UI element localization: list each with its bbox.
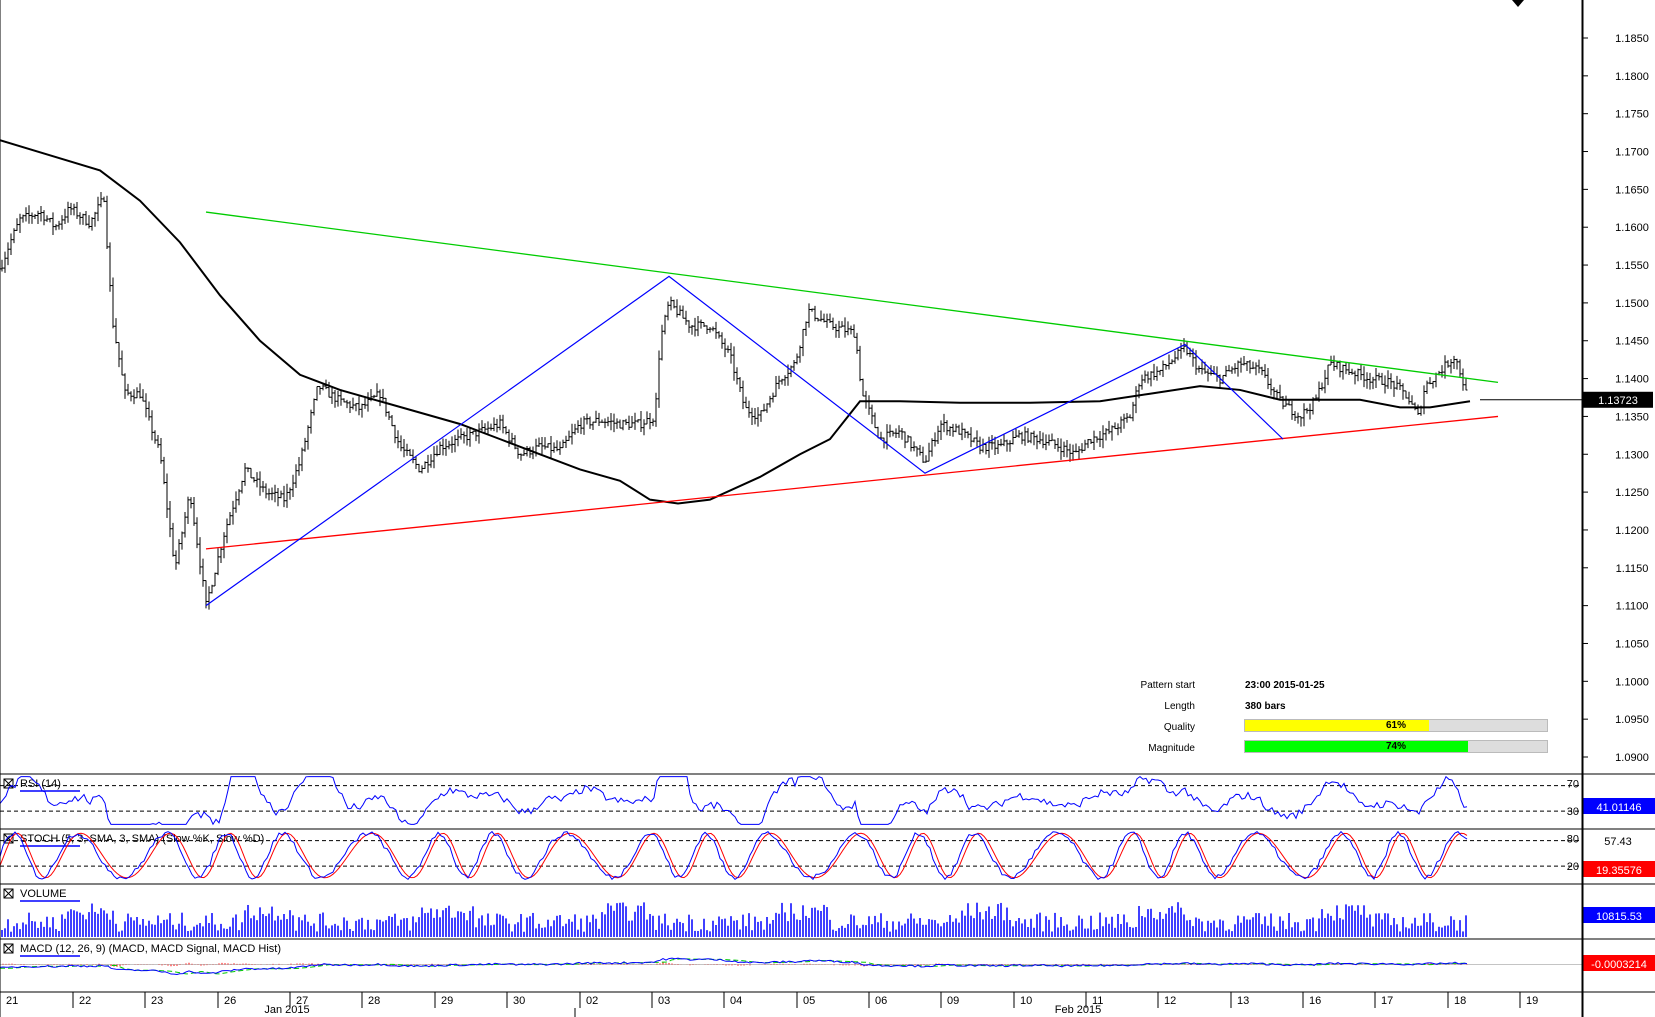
- date-tick-label: 16: [1309, 995, 1321, 1007]
- panel-title: RSI (14): [20, 778, 61, 790]
- price-tick-label: 1.1050: [1615, 638, 1649, 650]
- date-tick-label: 19: [1526, 995, 1538, 1007]
- price-tick-label: 1.1650: [1615, 184, 1649, 196]
- price-tick-label: 1.1100: [1616, 601, 1649, 613]
- pattern-start-label: Pattern start: [1140, 680, 1195, 691]
- price-tick-label: 1.1400: [1615, 374, 1649, 386]
- quality-bar-fill: [1245, 720, 1430, 731]
- current-price-box: [1583, 391, 1653, 408]
- price-tick-label: 1.1800: [1615, 71, 1649, 83]
- date-tick-label: 02: [586, 995, 598, 1007]
- date-tick-label: 03: [658, 995, 670, 1007]
- date-tick-label: 04: [730, 995, 742, 1007]
- level-label: 80: [1567, 834, 1579, 846]
- zigzag-line: [205, 275, 1284, 607]
- length-value: 380 bars: [1245, 701, 1286, 712]
- panel-close-icon: [3, 888, 14, 899]
- panel-close-cross: [3, 888, 14, 899]
- date-tick-label: 28: [368, 995, 380, 1007]
- level-label: 70: [1567, 779, 1579, 791]
- month-label: Jan 2015: [264, 1004, 309, 1016]
- date-tick-label: 11: [1092, 995, 1103, 1007]
- panel-close-cross: [3, 778, 14, 789]
- price-tick-label: 1.0950: [1615, 714, 1649, 726]
- quality-bar: 61%: [1244, 719, 1548, 732]
- panel-readout-box: [1583, 861, 1655, 877]
- magnitude-bar: 74%: [1244, 740, 1548, 753]
- price-tick-label: 1.1750: [1615, 109, 1649, 121]
- panel-close-icon: [3, 943, 14, 954]
- stoch-signal-line: [0, 832, 1468, 879]
- magnitude-percent: 74%: [1385, 741, 1406, 752]
- panel-readout: 10815.53: [1596, 911, 1642, 923]
- rsi-line: [0, 775, 1468, 826]
- date-tick-label: 13: [1237, 995, 1249, 1007]
- price-tick-label: 1.1450: [1615, 336, 1649, 348]
- date-tick-label: 12: [1164, 995, 1176, 1007]
- date-tick-label: 10: [1020, 995, 1032, 1007]
- magnitude-bar-fill: [1245, 741, 1469, 752]
- panel-title: VOLUME: [20, 888, 66, 900]
- price-tick-label: 1.1300: [1615, 449, 1649, 461]
- month-label: Feb 2015: [1055, 1004, 1101, 1016]
- price-tick-label: 1.1350: [1615, 411, 1649, 423]
- price-tick-label: 1.1250: [1615, 487, 1649, 499]
- date-tick-label: 18: [1454, 995, 1466, 1007]
- price-tick-label: 1.1850: [1615, 33, 1649, 45]
- date-tick-label: 05: [803, 995, 815, 1007]
- stoch-line: [0, 830, 1468, 881]
- price-tick-label: 1.0900: [1615, 752, 1649, 764]
- dropdown-arrow-icon[interactable]: [1512, 0, 1524, 7]
- price-tick-label: 1.1700: [1615, 147, 1649, 159]
- panel-readout: 19.35576: [1596, 865, 1642, 877]
- date-tick-label: 23: [151, 995, 163, 1007]
- current-price-label: 1.13723: [1598, 395, 1638, 407]
- resistance-trendline: [205, 211, 1499, 384]
- extra-level-label: 57.43: [1604, 836, 1632, 848]
- price-tick-label: 1.1000: [1615, 676, 1649, 688]
- date-tick-label: 30: [513, 995, 525, 1007]
- price-tick-label: 1.1200: [1615, 525, 1649, 537]
- scroll-corner: [1495, 0, 1517, 13]
- price-tick-label: 1.1550: [1615, 260, 1649, 272]
- price-tick-label: 1.1600: [1615, 222, 1649, 234]
- moving-average-line: [0, 139, 1471, 505]
- date-tick-label: 26: [224, 995, 236, 1007]
- panel-readout-box: [1583, 955, 1655, 971]
- date-tick-label: 22: [79, 995, 91, 1007]
- level-label: 30: [1567, 806, 1579, 818]
- magnitude-label: Magnitude: [1148, 743, 1195, 754]
- date-tick-label: 17: [1381, 995, 1393, 1007]
- quality-percent: 61%: [1385, 720, 1406, 731]
- panel-title: MACD (12, 26, 9) (MACD, MACD Signal, MAC…: [20, 943, 281, 955]
- panel-close-icon: [3, 833, 14, 844]
- date-tick-label: 09: [947, 995, 959, 1007]
- panel-readout-box: [1583, 798, 1655, 814]
- quality-label: Quality: [1163, 722, 1195, 733]
- price-panel: [0, 139, 1583, 610]
- date-tick-label: 27: [296, 995, 308, 1007]
- level-label: 20: [1567, 861, 1579, 873]
- price-tick-label: 1.1500: [1615, 298, 1649, 310]
- panel-readout: -0.0003214: [1591, 959, 1647, 971]
- date-tick-label: 06: [875, 995, 887, 1007]
- macd-line: [0, 957, 1468, 976]
- panel-readout-box: [1583, 907, 1655, 923]
- pattern-start-value: 23:00 2015-01-25: [1245, 680, 1325, 691]
- panel-close-cross: [3, 943, 14, 954]
- panel-readout: 41.01146: [1596, 802, 1641, 814]
- date-tick-label: 21: [6, 995, 18, 1007]
- price-tick-label: 1.1150: [1616, 563, 1649, 575]
- length-label: Length: [1164, 701, 1195, 712]
- date-tick-label: 29: [441, 995, 453, 1007]
